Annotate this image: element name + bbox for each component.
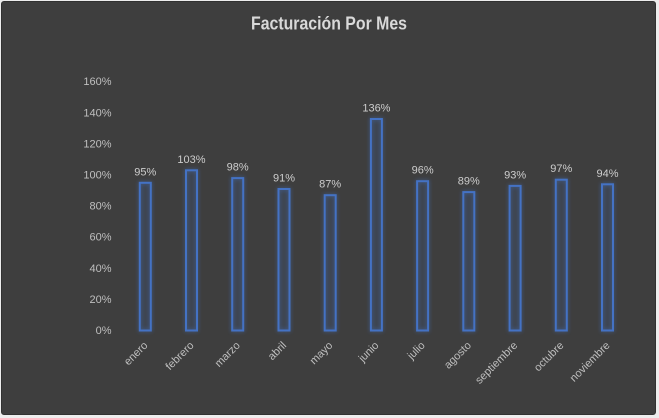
svg-text:mayo: mayo [308,340,336,368]
svg-text:160%: 160% [83,76,111,88]
svg-text:96%: 96% [412,165,434,177]
svg-text:marzo: marzo [213,340,243,370]
svg-text:94%: 94% [596,168,618,180]
svg-text:97%: 97% [550,163,572,175]
svg-text:febrero: febrero [163,340,196,373]
svg-text:80%: 80% [89,201,111,213]
svg-text:89%: 89% [458,176,480,188]
svg-text:0%: 0% [96,325,112,337]
svg-text:20%: 20% [89,294,111,306]
svg-text:93%: 93% [504,169,526,181]
svg-text:agosto: agosto [442,340,474,372]
svg-text:Facturación Por Mes: Facturación Por Mes [251,13,407,34]
svg-text:abril: abril [266,340,289,363]
svg-text:87%: 87% [319,179,341,191]
svg-text:junio: junio [356,340,382,366]
svg-text:60%: 60% [89,232,111,244]
svg-text:91%: 91% [273,173,295,185]
svg-text:noviembre: noviembre [568,340,613,385]
svg-text:95%: 95% [134,166,156,178]
svg-text:40%: 40% [89,263,111,275]
svg-text:136%: 136% [362,103,390,115]
svg-text:enero: enero [122,340,150,368]
svg-text:140%: 140% [83,107,111,119]
svg-text:98%: 98% [227,162,249,174]
svg-text:120%: 120% [83,138,111,150]
svg-text:octubre: octubre [532,340,566,374]
svg-text:103%: 103% [177,154,205,166]
svg-text:100%: 100% [83,170,111,182]
svg-text:julio: julio [405,340,428,363]
svg-text:septiembre: septiembre [473,340,520,387]
